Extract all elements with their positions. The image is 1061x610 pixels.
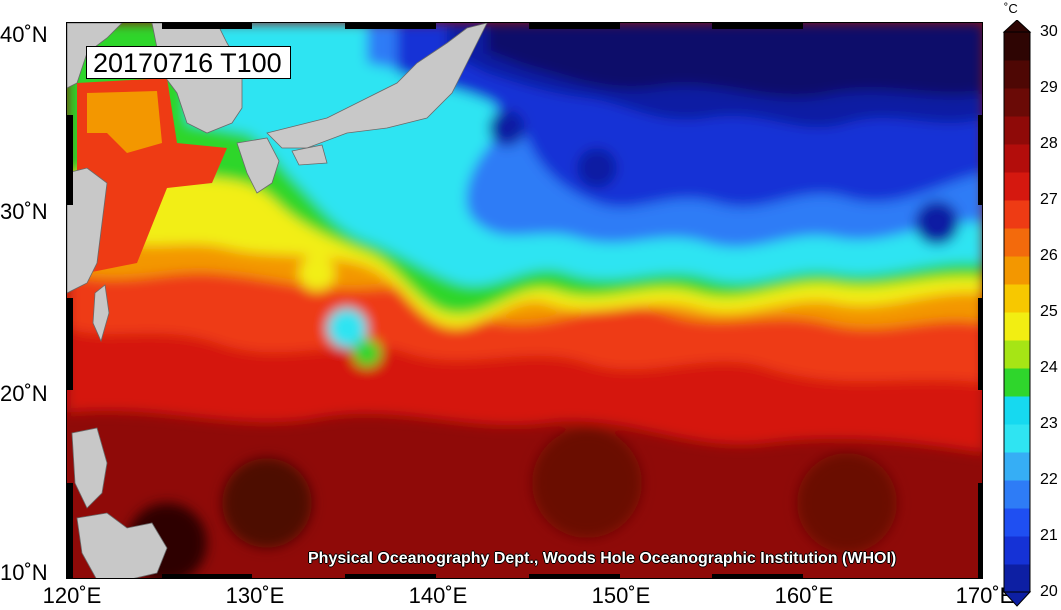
cold-core [915,201,959,245]
colorbar-tick-label: 23 [1040,415,1058,432]
colorbar-segment [1004,312,1030,341]
cold-northern-region [487,23,982,98]
colorbar [1002,20,1032,607]
colorbar-segment [1004,564,1030,593]
colorbar-segment [1004,32,1030,61]
x-tick-label-140E: 140˚E [408,583,468,608]
colorbar-segment [1004,284,1030,313]
cold-core [577,148,617,188]
temperature-bands [67,23,982,578]
deep-warm-patch [222,458,312,548]
colorbar-tick-label: 27 [1040,191,1058,208]
colorbar-tick-label: 26 [1040,247,1058,264]
y-tick-label-20N: 20˚N [0,381,48,406]
colorbar-tick-label: 21 [1040,527,1058,544]
cold-core [489,110,525,146]
colorbar-segment [1004,424,1030,453]
colorbar-tick-label: 29 [1040,79,1058,96]
land-japan-kyushu [236,137,280,194]
land-philippines-south [76,512,168,578]
colorbar-segment [1004,508,1030,537]
colorbar-tick-label: 20 [1040,583,1058,600]
cool-eddy [353,339,381,367]
colorbar-segment [1004,172,1030,201]
x-tick-label-120E: 120˚E [42,583,102,608]
colorbar-over-arrow [1002,20,1032,33]
colorbar-unit: ˚C [1004,1,1018,16]
land-japan-honshu [266,23,488,149]
colorbar-under-arrow [1002,591,1032,607]
colorbar-segment [1004,536,1030,565]
colorbar-segment [1004,480,1030,509]
x-tick-label-150E: 150˚E [591,583,651,608]
cool-eddy [327,308,367,348]
colorbar-segment [1004,60,1030,89]
colorbar-segment [1004,228,1030,257]
x-tick-label-160E: 160˚E [774,583,834,608]
deep-warm-patch [797,453,897,553]
x-tick-label-130E: 130˚E [225,583,285,608]
colorbar-segment [1004,256,1030,285]
x-tick-label-170E: 170˚E [955,583,1015,608]
colorbar-segment [1004,452,1030,481]
colorbar-tick-label: 22 [1040,471,1058,488]
credit-text: Physical Oceanography Dept., Woods Hole … [308,550,897,567]
deep-warm-patch [532,428,642,538]
colorbar-segment [1004,396,1030,425]
land-japan-shikoku [291,144,328,166]
y-tick-label-40N: 40˚N [0,22,48,47]
colorbar-tick-label: 24 [1040,359,1058,376]
y-tick-label-10N: 10˚N [0,560,48,585]
map-title: 20170716 T100 [86,46,291,80]
colorbar-segment [1004,200,1030,229]
land-philippines-luzon [71,427,108,509]
yellow-sea-patch [87,91,162,153]
sst-field [67,23,982,578]
colorbar-tick-label: 25 [1040,303,1058,320]
colorbar-segment [1004,368,1030,397]
y-tick-label-30N: 30˚N [0,199,48,224]
land-china-coast [67,167,108,294]
sst-map [66,22,983,579]
colorbar-segment [1004,116,1030,145]
colorbar-tick-label: 30 [1040,23,1058,40]
colorbar-segment [1004,340,1030,369]
warm-eddy [299,255,335,291]
land-taiwan [92,284,110,343]
colorbar-segment [1004,88,1030,117]
colorbar-segment [1004,144,1030,173]
colorbar-tick-label: 28 [1040,135,1058,152]
frame-ticks [67,23,982,578]
